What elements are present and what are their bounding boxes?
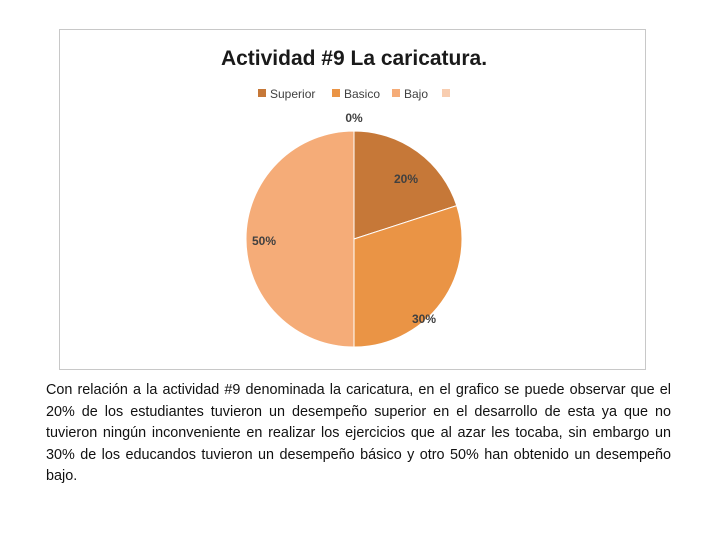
pie-slice-basico [353,204,463,348]
pie-slices [245,130,463,348]
chart-legend: Superior Basico Bajo [258,87,450,101]
legend-swatch-superior [258,89,266,97]
legend-label-bajo: Bajo [404,87,428,101]
legend-swatch-bajo [392,89,400,97]
legend-swatch-basico [332,89,340,97]
pie-slice-bajo [245,130,355,348]
data-label-blank: 0% [345,111,363,125]
chart-title: Actividad #9 La caricatura. [221,47,487,70]
pie-slice-superior [353,130,458,240]
data-label-bajo: 50% [252,234,276,248]
chart-caption: Con relación a la actividad #9 denominad… [46,382,671,485]
legend-swatch-blank [442,89,450,97]
data-label-basico: 30% [412,312,436,326]
legend-label-basico: Basico [344,87,380,101]
data-label-superior: 20% [394,172,418,186]
pie-chart: Actividad #9 La caricatura. Superior Basi… [221,47,487,348]
legend-label-superior: Superior [270,87,315,101]
pie-data-labels: 20% 30% 50% 0% [252,111,436,326]
chart-frame: Actividad #9 La caricatura. Superior Basi… [59,29,646,370]
